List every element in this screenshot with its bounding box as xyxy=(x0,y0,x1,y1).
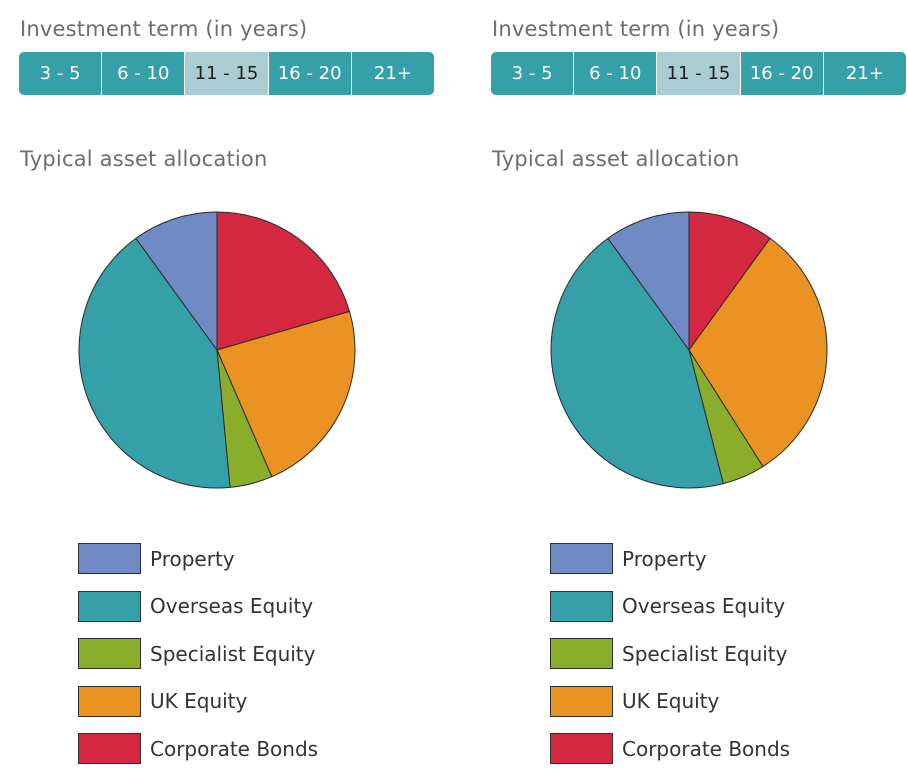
investment-term-selector: 3 - 5 6 - 10 11 - 15 16 - 20 21+ xyxy=(491,52,906,95)
pie-slice-overseas-equity xyxy=(550,237,724,489)
legend-label: Overseas Equity xyxy=(150,594,314,619)
legend-item-overseas-equity: Overseas Equity xyxy=(550,583,790,631)
legend-label: Corporate Bonds xyxy=(622,736,791,761)
asset-allocation-title: Typical asset allocation xyxy=(20,147,268,171)
legend-label: Property xyxy=(622,546,707,571)
legend-label: UK Equity xyxy=(150,689,248,714)
legend-item-specialist-equity: Specialist Equity xyxy=(78,630,318,678)
legend-label: Corporate Bonds xyxy=(150,736,319,761)
asset-allocation-title: Typical asset allocation xyxy=(492,147,740,171)
legend-swatch xyxy=(550,733,613,765)
term-option-16-20[interactable]: 16 - 20 xyxy=(267,52,351,95)
legend-label: Overseas Equity xyxy=(622,594,786,619)
term-option-6-10[interactable]: 6 - 10 xyxy=(101,52,185,95)
legend-swatch xyxy=(550,543,613,575)
pie-legend: Property Overseas Equity Specialist Equi… xyxy=(550,535,790,773)
legend-item-uk-equity: UK Equity xyxy=(78,678,318,726)
term-option-11-15[interactable]: 11 - 15 xyxy=(656,52,740,95)
pie-slice-property xyxy=(135,211,218,351)
legend-label: UK Equity xyxy=(622,689,720,714)
term-option-21-plus[interactable]: 21+ xyxy=(350,52,434,95)
investment-term-selector: 3 - 5 6 - 10 11 - 15 16 - 20 21+ xyxy=(19,52,434,95)
pie-slice-corporate-bonds xyxy=(688,211,771,351)
legend-item-corporate-bonds: Corporate Bonds xyxy=(550,725,790,773)
legend-label: Property xyxy=(150,546,235,571)
asset-allocation-pie-chart xyxy=(78,211,356,489)
legend-item-overseas-equity: Overseas Equity xyxy=(78,583,318,631)
allocation-panel-left: Investment term (in years) 3 - 5 6 - 10 … xyxy=(0,0,453,765)
legend-label: Specialist Equity xyxy=(150,641,316,666)
legend-item-specialist-equity: Specialist Equity xyxy=(550,630,790,678)
legend-swatch xyxy=(78,638,141,670)
investment-term-title: Investment term (in years) xyxy=(492,17,780,41)
legend-swatch xyxy=(78,590,141,622)
asset-allocation-pie-chart xyxy=(550,211,828,489)
term-option-16-20[interactable]: 16 - 20 xyxy=(739,52,823,95)
legend-item-corporate-bonds: Corporate Bonds xyxy=(78,725,318,773)
legend-swatch xyxy=(550,590,613,622)
legend-item-property: Property xyxy=(550,535,790,583)
term-option-3-5[interactable]: 3 - 5 xyxy=(19,52,102,95)
pie-slice-overseas-equity xyxy=(78,237,231,489)
term-option-3-5[interactable]: 3 - 5 xyxy=(491,52,574,95)
legend-item-property: Property xyxy=(78,535,318,583)
legend-swatch xyxy=(78,733,141,765)
legend-swatch xyxy=(78,543,141,575)
legend-swatch xyxy=(550,638,613,670)
pie-legend: Property Overseas Equity Specialist Equi… xyxy=(78,535,318,773)
legend-swatch xyxy=(550,685,613,717)
investment-term-title: Investment term (in years) xyxy=(20,17,308,41)
pie-slice-property xyxy=(607,211,690,351)
legend-label: Specialist Equity xyxy=(622,641,788,666)
pie-slice-uk-equity xyxy=(688,237,828,468)
legend-item-uk-equity: UK Equity xyxy=(550,678,790,726)
pie-slice-uk-equity xyxy=(216,311,356,478)
term-option-11-15[interactable]: 11 - 15 xyxy=(184,52,268,95)
pie-slice-corporate-bonds xyxy=(216,211,351,351)
legend-swatch xyxy=(78,685,141,717)
term-option-21-plus[interactable]: 21+ xyxy=(822,52,906,95)
term-option-6-10[interactable]: 6 - 10 xyxy=(573,52,657,95)
allocation-panel-right: Investment term (in years) 3 - 5 6 - 10 … xyxy=(472,0,907,765)
